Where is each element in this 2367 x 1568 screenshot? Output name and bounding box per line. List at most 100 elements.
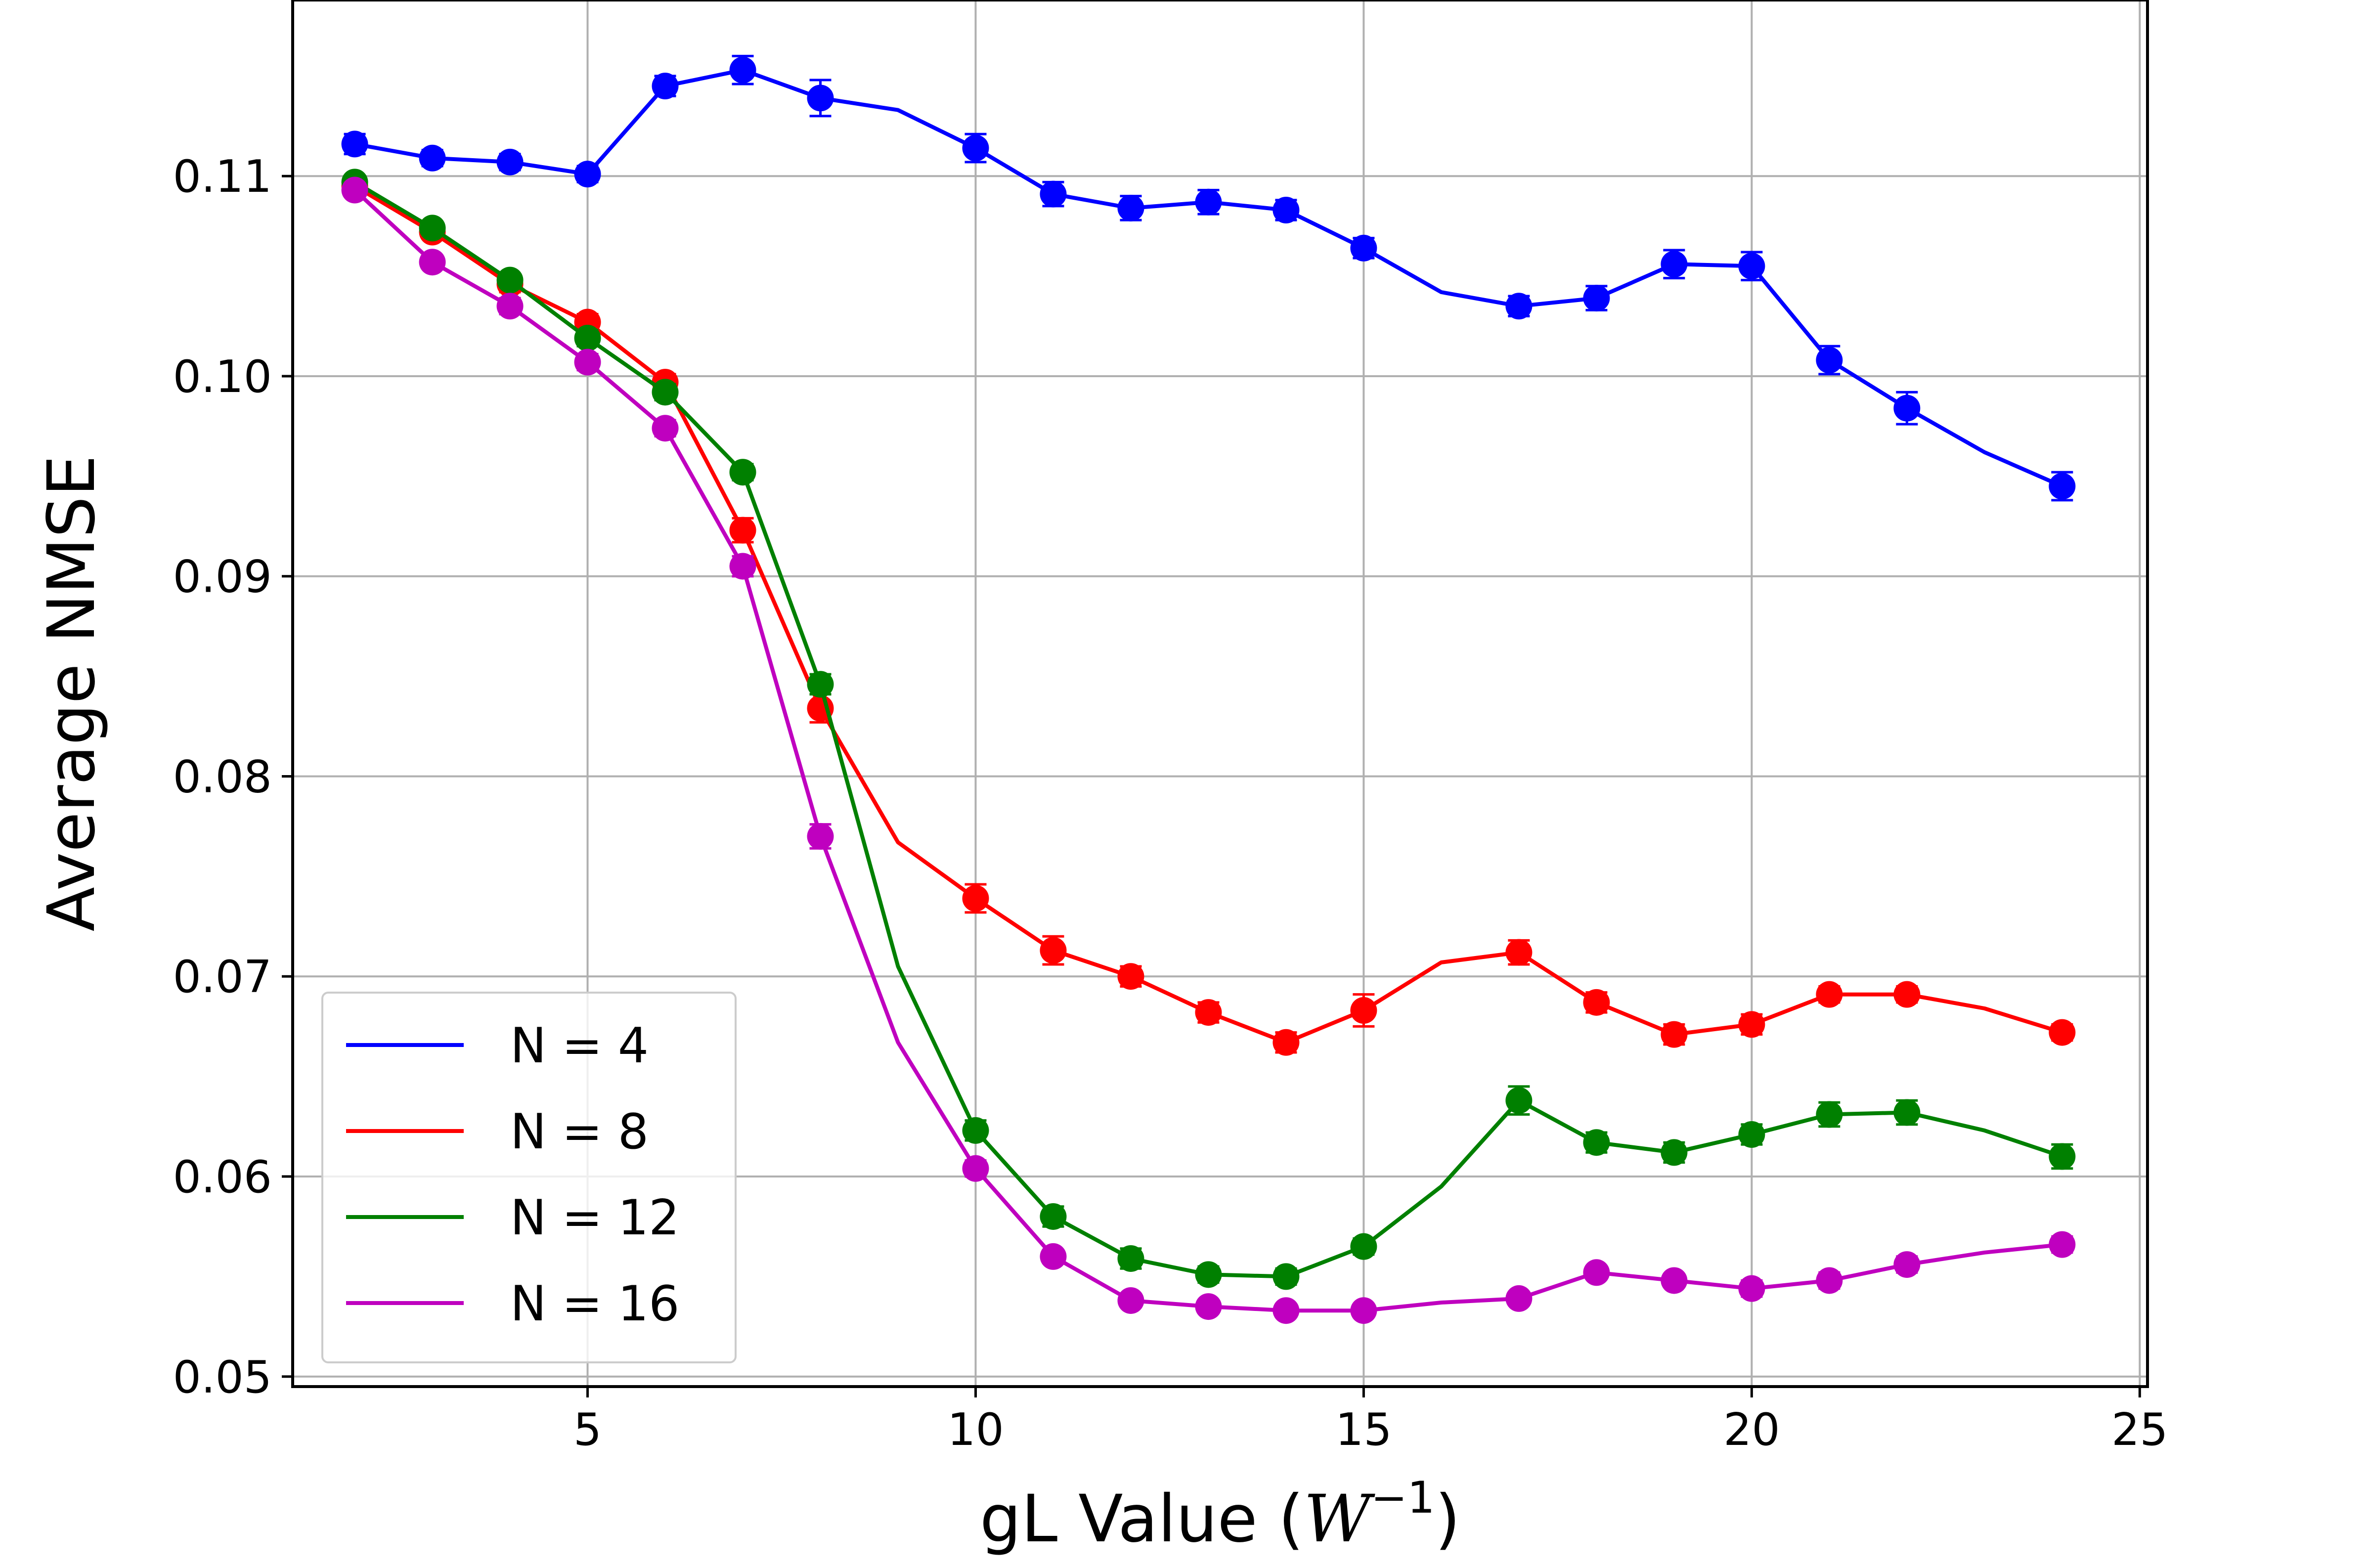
data-point: [1738, 1275, 1765, 1302]
data-point: [1505, 293, 1533, 320]
data-point: [1893, 1099, 1921, 1126]
data-point: [1583, 1259, 1610, 1286]
data-point: [807, 671, 834, 698]
data-point: [1195, 1261, 1222, 1288]
data-point: [807, 823, 834, 850]
legend-box: [321, 992, 737, 1363]
x-axis-label-sup: −1: [1371, 1472, 1435, 1523]
series-3: [341, 169, 2076, 1290]
data-point: [1816, 1101, 1843, 1128]
data-point: [729, 517, 756, 544]
series-4: [341, 176, 2076, 1324]
data-point: [1040, 1203, 1067, 1230]
data-point: [1117, 1245, 1144, 1272]
data-point: [652, 379, 679, 406]
data-point: [1583, 1129, 1610, 1156]
data-point: [729, 56, 756, 84]
legend-item: N = 12: [346, 1190, 679, 1246]
data-point: [1117, 194, 1144, 221]
data-point: [652, 73, 679, 100]
legend-label: N = 8: [510, 1104, 649, 1160]
series-group: [341, 54, 2076, 1324]
data-point: [1195, 188, 1222, 216]
x-axis-label: gL Value (W−1): [980, 1472, 1460, 1557]
data-point: [1505, 1087, 1533, 1114]
data-point: [1272, 1029, 1300, 1056]
data-point: [2049, 1231, 2076, 1258]
legend-item: N = 8: [346, 1104, 649, 1160]
legend-item: N = 4: [346, 1018, 649, 1074]
data-point: [1117, 1287, 1144, 1314]
data-point: [419, 215, 446, 242]
data-point: [496, 293, 524, 320]
x-axis-label-var: W: [1304, 1481, 1375, 1557]
x-tick-label: 15: [1335, 1404, 1392, 1456]
legend-label: N = 12: [510, 1190, 679, 1246]
data-point: [1272, 1263, 1300, 1290]
data-point: [496, 148, 524, 175]
data-point: [1350, 234, 1377, 261]
data-point: [1661, 251, 1688, 278]
y-tick-label: 0.08: [173, 751, 272, 803]
data-point: [1583, 989, 1610, 1016]
data-point: [2049, 1019, 2076, 1046]
data-point: [1738, 1121, 1765, 1148]
y-axis-label: Average NMSE: [34, 455, 110, 932]
data-point: [1040, 1243, 1067, 1270]
plot-frame: [291, 0, 2149, 1388]
data-point: [1893, 981, 1921, 1008]
data-point: [962, 1117, 989, 1144]
y-tick-label: 0.09: [173, 551, 272, 603]
series-1: [341, 54, 2076, 502]
data-point: [1816, 1267, 1843, 1294]
y-tick-label: 0.05: [173, 1351, 272, 1403]
y-tick-label: 0.07: [173, 951, 272, 1003]
data-point: [1350, 997, 1377, 1024]
data-point: [1816, 981, 1843, 1008]
data-point: [1040, 180, 1067, 208]
data-point: [574, 325, 601, 352]
y-tick-label: 0.10: [173, 351, 272, 403]
data-point: [1117, 963, 1144, 990]
legend-item: N = 16: [346, 1276, 679, 1332]
data-point: [652, 415, 679, 442]
x-tick-label: 10: [947, 1404, 1004, 1456]
x-tick-label: 25: [2111, 1404, 2168, 1456]
x-axis-label-main: gL Value (: [980, 1481, 1304, 1557]
data-point: [1893, 1251, 1921, 1278]
data-point: [729, 553, 756, 580]
data-point: [574, 161, 601, 188]
data-point: [419, 144, 446, 172]
data-point: [1505, 1285, 1533, 1312]
axis-ticks: 5 10 15 20 25 0.05 0.06 0.07 0.08 0.09 0.10 0.11: [173, 151, 2168, 1456]
data-point: [341, 176, 368, 204]
data-point: [574, 348, 601, 376]
x-axis-label-close: ): [1435, 1481, 1461, 1557]
data-point: [341, 131, 368, 158]
data-point: [1816, 347, 1843, 374]
y-tick-label: 0.06: [173, 1151, 272, 1203]
data-point: [807, 85, 834, 112]
data-point: [729, 459, 756, 486]
legend-label: N = 4: [510, 1018, 649, 1074]
data-point: [1195, 999, 1222, 1026]
data-point: [1350, 1233, 1377, 1260]
data-point: [1583, 285, 1610, 312]
data-point: [1661, 1139, 1688, 1166]
legend-items: N = 4 N = 8 N = 12 N = 16: [346, 1018, 679, 1332]
legend-label: N = 16: [510, 1276, 679, 1332]
data-point: [962, 134, 989, 162]
grid-lines: [293, 0, 2148, 1387]
data-point: [496, 266, 524, 294]
data-point: [419, 249, 446, 276]
data-point: [1738, 253, 1765, 280]
data-point: [962, 885, 989, 912]
data-point: [962, 1155, 989, 1182]
data-point: [1738, 1011, 1765, 1038]
data-point: [1661, 1267, 1688, 1294]
y-tick-label: 0.11: [173, 151, 272, 203]
legend: N = 4 N = 8 N = 12 N = 16: [321, 992, 737, 1363]
data-point: [1040, 937, 1067, 964]
data-point: [1893, 394, 1921, 422]
